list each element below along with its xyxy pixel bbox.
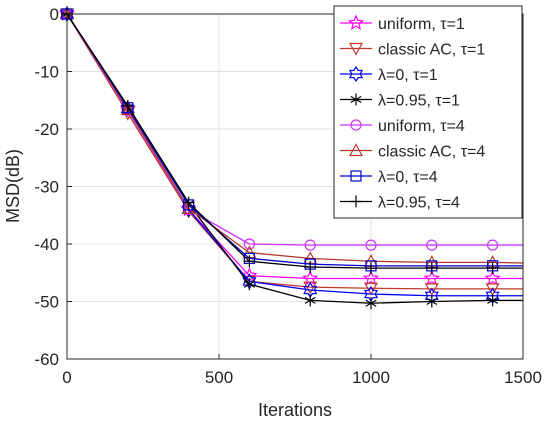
legend-entry: λ=0, τ=4 [340,169,438,186]
data-point [120,102,135,116]
y-tick-label: -60 [34,350,59,369]
data-point [243,278,255,291]
legend-label: uniform, τ=1 [378,16,465,33]
data-point [426,239,438,251]
data-point [365,262,377,275]
legend-entry: λ=0.95, τ=4 [340,195,460,212]
data-point [487,239,499,251]
data-point [424,283,439,297]
data-point [304,239,316,251]
data-point [423,269,440,286]
legend-swatch-marker [348,42,364,56]
legend-entry: uniform, τ=4 [340,118,465,135]
legend-entry: classic AC, τ=4 [340,143,485,161]
x-axis-title: Iterations [258,400,332,420]
data-point [243,238,255,250]
legend-label: uniform, τ=4 [378,118,465,135]
legend-label: λ=0.95, τ=1 [378,93,460,110]
y-tick-label: -20 [34,120,59,139]
data-point [304,294,316,307]
data-point [181,201,196,218]
y-tick-label: -50 [34,293,59,312]
legend-label: λ=0, τ=4 [378,169,438,186]
data-point [362,269,380,286]
legend-label: λ=0, τ=1 [378,67,438,84]
data-point [484,269,501,286]
y-tick-label: -10 [34,63,59,82]
legend-label: λ=0.95, τ=4 [378,195,460,212]
x-tick-label: 0 [62,368,71,387]
legend-swatch-marker [350,170,362,182]
y-axis-title: MSD(dB) [3,149,23,223]
legend-label: classic AC, τ=1 [378,42,485,59]
x-tick-label: 1500 [504,368,542,387]
legend-swatch-marker [350,195,362,208]
x-tick-label: 1000 [352,368,390,387]
legend-swatch-marker [348,143,364,157]
data-point [487,294,499,307]
y-tick-label: 0 [50,5,59,24]
data-point [365,239,377,251]
data-point [182,196,195,209]
data-point [363,282,379,296]
legend-swatch-marker [350,119,362,131]
x-tick-label: 500 [205,368,233,387]
legend-swatch-marker [347,14,365,30]
data-point [426,295,438,308]
data-point [425,262,438,275]
data-point [486,262,499,275]
data-point [365,297,377,310]
data-point [121,100,134,112]
axis-ticks: 0 500 1000 1500 0 -10 -20 -30 -40 -50 -60 [34,5,541,387]
y-tick-label: -30 [34,178,59,197]
data-point [243,255,256,268]
data-point [485,283,500,297]
legend-entry: classic AC, τ=1 [340,42,485,59]
y-tick-label: -40 [34,235,59,254]
legend-label: classic AC, τ=4 [378,144,485,161]
legend-entry: uniform, τ=1 [340,14,465,33]
legend: uniform, τ=1 classic AC, τ=1 λ=0, τ=1 λ=0.9… [333,5,523,219]
legend-swatch-marker [348,65,364,83]
series-line [66,13,524,264]
series-line [66,13,523,290]
legend-entry: λ=0.95, τ=1 [340,93,460,110]
legend-entry: λ=0, τ=1 [340,65,438,84]
legend-box [333,5,523,219]
legend-swatch-marker [350,93,362,106]
data-point [304,261,317,273]
